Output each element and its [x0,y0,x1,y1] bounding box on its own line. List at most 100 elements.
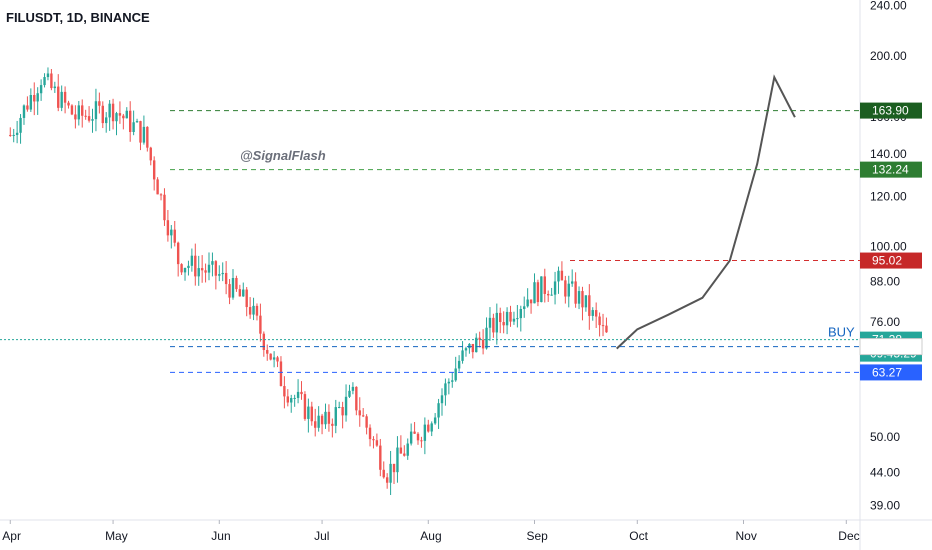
candle-body [375,440,379,446]
candle-body [361,415,365,417]
candle-body [57,86,60,108]
candle-body [152,160,156,180]
candle-body [228,284,231,298]
candle-body [392,463,396,473]
candle-body [173,229,176,243]
candle-body [9,134,12,136]
candle-body [290,398,293,403]
candle-body [409,431,413,444]
candle-body [67,102,70,106]
candle-body [166,220,170,236]
level-69-tag-text: 69.50 [872,340,902,354]
candle-body [283,386,286,397]
candle-body [334,407,337,426]
candle-body [396,447,399,473]
candle-body [420,440,423,442]
candle-body [331,423,334,426]
candle-body [499,312,502,323]
candle-body [468,343,471,349]
candle-body [70,105,74,115]
candle-body [276,357,279,362]
candle-body [142,126,146,143]
candle-body [279,361,283,387]
candle-body [519,308,522,319]
candle-body [105,117,108,124]
candle-body [262,333,266,351]
candle-body [523,306,526,309]
candle-body [433,417,437,424]
candle-body [115,113,118,122]
candle-body [570,281,574,284]
candle-body [358,410,361,416]
candle-body [132,122,135,133]
candle-body [259,315,262,334]
candle-body [536,282,540,303]
candle-body [427,424,430,432]
candle-body [53,86,57,89]
x-tick-label: Jun [211,529,230,543]
candle-body [15,132,19,135]
candle-body [190,255,194,266]
candle-body [81,105,84,116]
candle-body [129,110,132,133]
candle-body [248,307,252,315]
candle-body [594,310,598,317]
candle-body [293,397,296,399]
candle-body [296,391,300,398]
candle-body [423,424,427,441]
candle-body [245,289,248,308]
x-tick-label: Dec [838,529,859,543]
y-tick-label: 76.00 [870,315,900,329]
candle-body [125,110,128,119]
candle-body [416,433,420,441]
candle-body [300,391,303,395]
level-132-tag-text: 132.24 [872,163,909,177]
candle-body [204,270,207,273]
candle-body [338,406,341,408]
candle-body [255,305,259,316]
candle-body [406,443,409,456]
candle-body [29,95,33,110]
candle-body [242,289,245,297]
y-tick-label: 50.00 [870,430,900,444]
candle-body [348,390,351,397]
candle-body [252,305,255,315]
candle-body [238,289,242,297]
level-69-tag [859,338,923,356]
candle-body [135,121,139,123]
symbol-title: FILUSDT, 1D, BINANCE [6,10,150,25]
candle-body [211,261,214,265]
y-tick-label: 200.00 [870,49,907,63]
candle-body [447,381,451,384]
candle-body [36,93,39,102]
candle-body [454,368,457,381]
y-tick-label: 39.00 [870,499,900,513]
x-tick-label: May [105,529,128,543]
candle-body [269,353,272,360]
candle-body [214,261,218,276]
candle-body [564,280,567,297]
level-63-tag-text: 63.27 [872,365,902,379]
candle-body [382,469,385,478]
candle-body [351,386,355,391]
y-tick-label: 240.00 [870,0,907,13]
candle-body [509,311,512,322]
candle-body [91,119,94,121]
x-tick-label: Sep [527,529,549,543]
candle-body [327,411,331,424]
candle-body [118,113,122,116]
candle-body [533,282,536,304]
level-63-tag [860,364,922,381]
candle-body [200,268,204,271]
candle-body [492,317,495,333]
y-tick-label: 100.00 [870,239,907,253]
candle-body [485,327,488,349]
candle-body [221,272,224,275]
candle-body [235,277,238,290]
candle-body [224,272,228,285]
candle-body [475,337,478,353]
candle-body [207,264,211,273]
candle-body [598,316,601,326]
candle-body [547,293,550,296]
